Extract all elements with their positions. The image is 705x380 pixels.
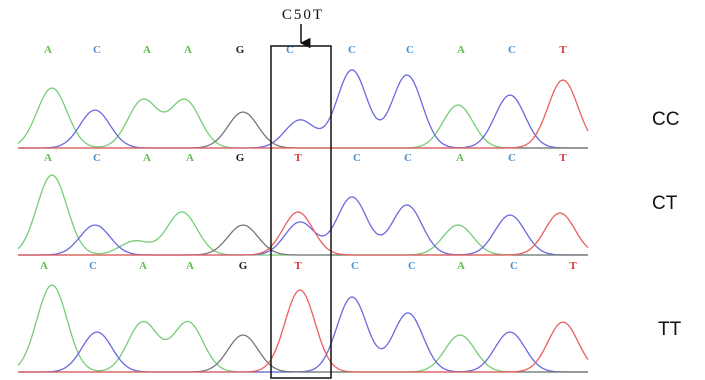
base-call: C	[93, 44, 101, 56]
base-call: A	[184, 44, 192, 56]
base-call: C	[508, 44, 516, 56]
base-call: C	[406, 44, 414, 56]
chromatogram-figure: C50T ACAAGCCCACTCCACAAGTCCACTCTACAAGTCCA…	[0, 0, 705, 380]
base-call: C	[93, 152, 101, 164]
base-call: G	[236, 44, 245, 56]
genotype-label: CT	[652, 193, 678, 214]
base-call: A	[143, 44, 151, 56]
base-call: A	[44, 152, 52, 164]
trace	[18, 212, 588, 255]
trace	[18, 88, 588, 148]
base-call: C	[404, 152, 412, 164]
base-call: C	[510, 260, 518, 272]
trace	[18, 197, 588, 255]
base-call: C	[89, 260, 97, 272]
base-call: A	[44, 44, 52, 56]
base-call: A	[143, 152, 151, 164]
base-call: C	[351, 260, 359, 272]
trace	[18, 70, 588, 148]
genotype-label: CC	[652, 109, 679, 130]
base-call: T	[294, 152, 302, 164]
highlight-box	[271, 46, 331, 378]
trace	[18, 80, 588, 148]
base-call: G	[239, 260, 248, 272]
base-call: G	[236, 152, 245, 164]
base-call: C	[348, 44, 356, 56]
trace	[18, 297, 588, 372]
trace	[18, 335, 588, 372]
trace	[18, 112, 588, 148]
base-call: T	[569, 260, 577, 272]
base-call: T	[559, 44, 567, 56]
genotype-label: TT	[658, 319, 682, 340]
base-call: T	[294, 260, 302, 272]
base-call: C	[408, 260, 416, 272]
base-call: C	[353, 152, 361, 164]
base-call: A	[456, 152, 464, 164]
base-call: T	[559, 152, 567, 164]
base-call: A	[186, 152, 194, 164]
trace	[18, 290, 588, 372]
trace	[18, 285, 588, 372]
base-call: A	[457, 260, 465, 272]
mutation-label: C50T	[282, 7, 324, 23]
base-call: A	[457, 44, 465, 56]
base-call: A	[186, 260, 194, 272]
base-call: A	[40, 260, 48, 272]
base-call: A	[139, 260, 147, 272]
base-call: C	[508, 152, 516, 164]
